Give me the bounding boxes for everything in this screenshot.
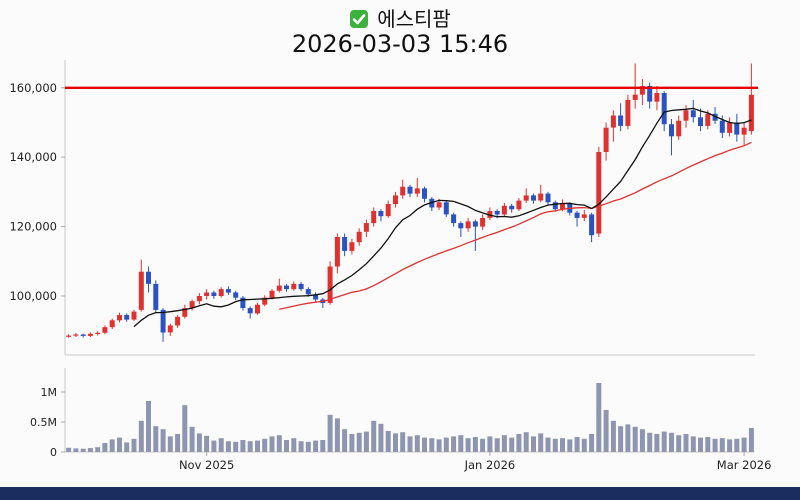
svg-text:100,000: 100,000 [9, 289, 57, 303]
checkbox-box [350, 10, 369, 28]
svg-text:Jan 2026: Jan 2026 [464, 458, 516, 472]
price-volume-chart: 100,000 120,000 140,000 160,000 0 0.5M 1M Nov 2… [0, 56, 800, 487]
checkbox-checked-icon[interactable] [349, 9, 369, 29]
svg-text:0: 0 [50, 446, 57, 459]
svg-text:140,000: 140,000 [9, 150, 57, 164]
volume-bars [66, 383, 754, 452]
svg-text:Mar 2026: Mar 2026 [717, 458, 772, 472]
price-axis-labels: 100,000 120,000 140,000 160,000 [9, 81, 65, 303]
svg-text:0.5M: 0.5M [30, 416, 57, 429]
time-axis-labels: Nov 2025 Jan 2026 Mar 2026 [179, 452, 771, 472]
chart-header: 에스티팜 2026-03-03 15:46 [0, 0, 800, 58]
stock-name: 에스티팜 [377, 7, 451, 31]
checkmark-glyph [352, 14, 366, 25]
bottom-bar [0, 487, 800, 500]
svg-text:Nov 2025: Nov 2025 [179, 458, 234, 472]
svg-text:1M: 1M [41, 386, 58, 399]
ma-long-line [279, 141, 752, 310]
candles [66, 63, 754, 342]
ma-short-line [133, 107, 752, 328]
volume-axis-labels: 0 0.5M 1M [30, 386, 65, 459]
axes [64, 60, 755, 453]
svg-text:160,000: 160,000 [9, 81, 57, 95]
title-row: 에스티팜 [0, 7, 800, 31]
chart-timestamp: 2026-03-03 15:46 [291, 30, 509, 58]
svg-text:120,000: 120,000 [9, 220, 57, 234]
